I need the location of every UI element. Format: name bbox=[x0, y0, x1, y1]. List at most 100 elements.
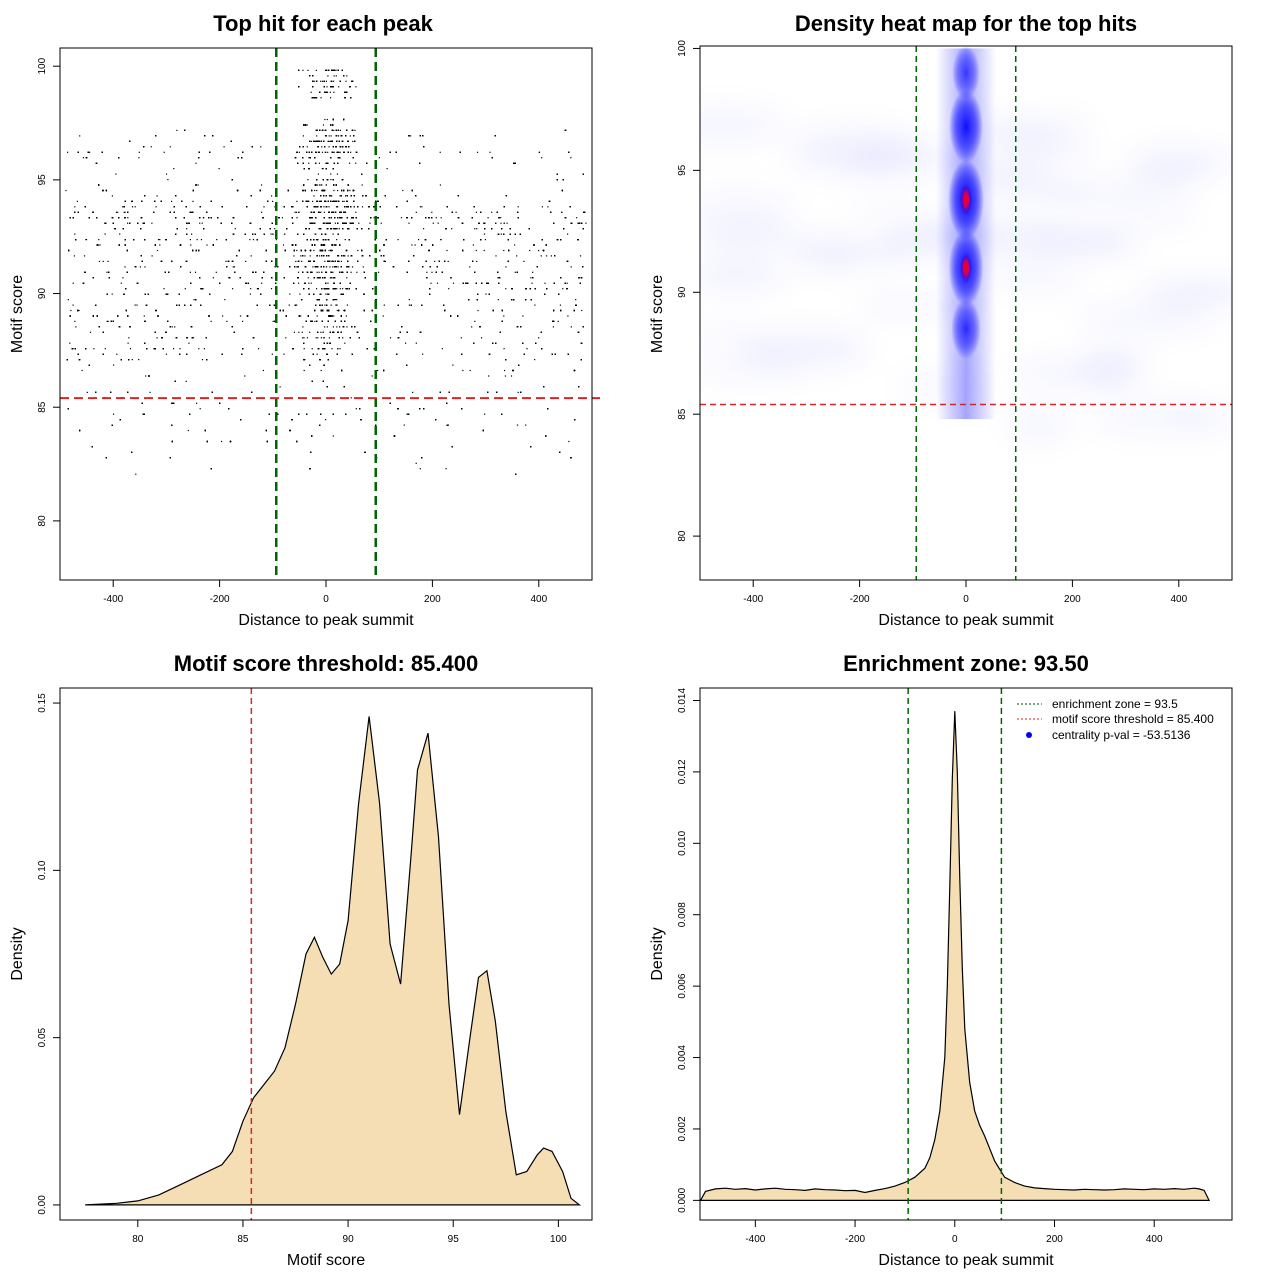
scatter-point bbox=[298, 282, 300, 284]
scatter-point bbox=[523, 260, 525, 262]
scatter-point bbox=[335, 244, 337, 246]
scatter-point bbox=[316, 135, 318, 137]
scatter-point bbox=[79, 135, 81, 137]
scatter-point bbox=[262, 369, 264, 372]
scatter-point bbox=[500, 222, 502, 224]
scatter-point bbox=[579, 255, 582, 257]
scatter-point bbox=[426, 277, 428, 279]
scatter-point bbox=[436, 282, 439, 284]
scatter-point bbox=[225, 260, 227, 262]
scatter-point bbox=[317, 173, 319, 175]
scatter-point bbox=[322, 331, 324, 333]
scatter-point bbox=[476, 151, 479, 153]
scatter-point bbox=[522, 315, 524, 317]
scatter-point bbox=[134, 206, 136, 208]
scatter-point bbox=[307, 179, 309, 181]
scatter-point bbox=[171, 200, 173, 202]
scatter-point bbox=[321, 151, 323, 153]
scatter-point bbox=[317, 337, 319, 339]
scatter-point bbox=[514, 244, 516, 246]
scatter-point bbox=[474, 228, 476, 230]
scatter-point bbox=[315, 69, 317, 71]
scatter-point bbox=[292, 206, 294, 208]
scatter-point bbox=[330, 97, 332, 99]
scatter-point bbox=[155, 206, 157, 208]
scatter-point bbox=[491, 211, 493, 213]
scatter-point bbox=[138, 157, 140, 159]
scatter-point bbox=[298, 331, 300, 333]
scatter-point bbox=[529, 249, 531, 252]
scatter-point bbox=[222, 315, 224, 317]
scatter-point bbox=[525, 424, 527, 426]
scatter-point bbox=[326, 293, 329, 295]
scatter-point bbox=[328, 146, 330, 148]
scatter-point bbox=[336, 288, 338, 290]
scatter-point bbox=[503, 249, 505, 252]
scatter-point bbox=[406, 413, 408, 415]
scatter-point bbox=[297, 211, 300, 213]
scatter-point bbox=[124, 211, 126, 213]
scatter-point bbox=[345, 315, 347, 317]
scatter-point bbox=[324, 151, 326, 153]
scatter-point bbox=[434, 260, 436, 262]
scatter-point bbox=[408, 304, 410, 306]
scatter-point bbox=[320, 97, 322, 99]
scatter-point bbox=[322, 168, 324, 170]
scatter-point bbox=[430, 282, 432, 284]
scatter-point bbox=[333, 315, 335, 317]
scatter-point bbox=[541, 206, 543, 208]
scatter-point bbox=[203, 217, 205, 219]
scatter-point bbox=[124, 266, 126, 268]
scatter-point bbox=[188, 342, 190, 344]
scatter-point bbox=[495, 222, 497, 224]
scatter-point bbox=[336, 326, 338, 328]
scatter-point bbox=[97, 244, 100, 246]
scatter-point bbox=[318, 184, 320, 186]
scatter-point bbox=[332, 435, 334, 437]
scatter-point bbox=[321, 184, 323, 186]
scatter-point bbox=[201, 222, 203, 224]
scatter-point bbox=[326, 86, 328, 88]
scatter-point bbox=[497, 299, 499, 301]
scatter-point bbox=[446, 249, 448, 252]
scatter-point bbox=[315, 337, 317, 339]
scatter-point bbox=[300, 315, 302, 317]
scatter-point bbox=[503, 222, 505, 224]
scatter-point bbox=[319, 255, 321, 257]
scatter-point bbox=[308, 157, 310, 159]
scatter-point bbox=[271, 353, 273, 355]
scatter-point bbox=[462, 369, 464, 372]
scatter-point bbox=[151, 255, 153, 257]
scatter-point bbox=[380, 222, 382, 224]
scatter-point bbox=[503, 348, 505, 350]
scatter-point bbox=[176, 129, 178, 131]
scatter-point bbox=[447, 260, 449, 262]
scatter-point bbox=[338, 135, 340, 137]
scatter-point bbox=[568, 440, 570, 443]
scatter-points bbox=[65, 69, 587, 475]
scatter-point bbox=[72, 348, 74, 350]
scatter-point bbox=[127, 217, 129, 219]
scatter-point bbox=[279, 386, 281, 388]
scatter-point bbox=[144, 266, 146, 268]
scatter-point bbox=[567, 233, 569, 235]
scatter-point bbox=[314, 233, 316, 235]
scatter-point bbox=[331, 244, 333, 246]
scatter-point bbox=[306, 200, 308, 202]
scatter-point bbox=[500, 233, 502, 235]
scatter-point bbox=[476, 260, 478, 262]
scatter-point bbox=[319, 277, 321, 279]
scatter-point bbox=[193, 299, 195, 301]
scatter-point bbox=[516, 255, 518, 257]
scatter-point bbox=[400, 217, 403, 219]
scatter-point bbox=[422, 353, 424, 355]
scatter-point bbox=[431, 211, 433, 213]
scatter-point bbox=[333, 277, 335, 279]
scatter-point bbox=[171, 326, 173, 328]
scatter-point bbox=[295, 260, 297, 262]
scatter-point bbox=[192, 200, 194, 202]
scatter-point bbox=[382, 315, 384, 317]
scatter-point bbox=[332, 233, 334, 235]
scatter-point bbox=[325, 80, 327, 82]
scatter-point bbox=[474, 320, 476, 322]
